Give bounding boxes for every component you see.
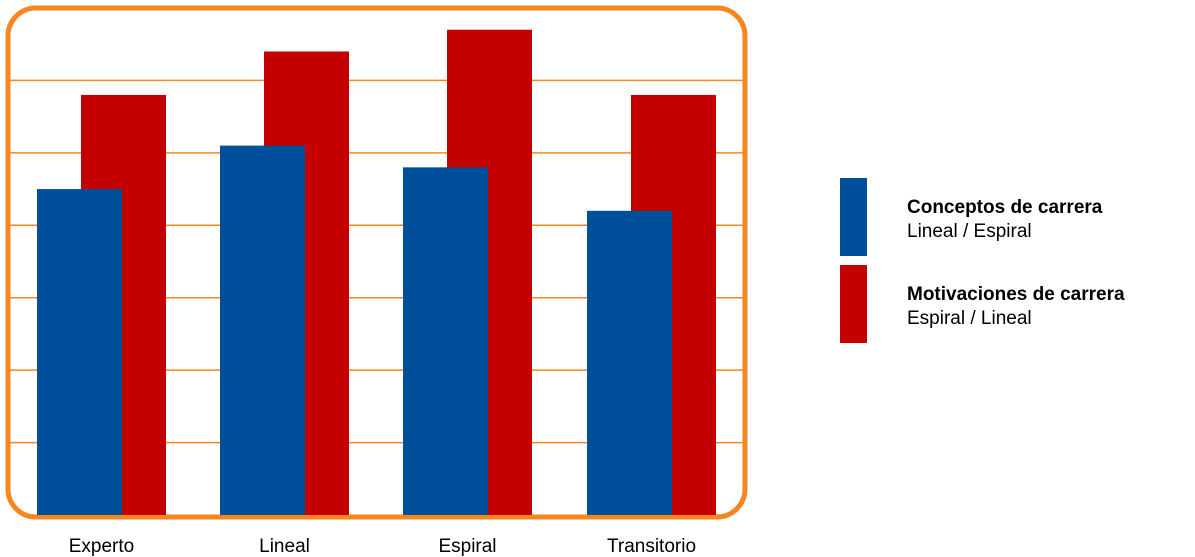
legend-swatch-series-2	[840, 265, 867, 343]
legend-text-series-1: Conceptos de carrera Lineal / Espiral	[907, 196, 1102, 244]
category-label-espiral: Espiral	[438, 536, 496, 557]
category-label-transitorio: Transitorio	[607, 536, 696, 557]
bar-series-1-espiral	[403, 167, 488, 516]
bar-chart: Experto Lineal Espiral Transitorio	[5, 5, 748, 557]
legend-subtitle-series-2: Espiral / Lineal	[907, 308, 1032, 329]
legend-item-series-2: Motivaciones de carrera Espiral / Lineal	[840, 265, 1190, 343]
bar-series-1-transitorio	[587, 210, 672, 516]
legend-swatch-series-1	[840, 178, 867, 256]
legend-text-series-2: Motivaciones de carrera Espiral / Lineal	[907, 283, 1125, 331]
category-label-lineal: Lineal	[259, 536, 310, 557]
bar-series-1-lineal	[220, 145, 305, 515]
bar-series-1-experto	[37, 189, 122, 516]
legend: Conceptos de carrera Lineal / Espiral Mo…	[840, 178, 1190, 352]
bars	[37, 29, 716, 516]
chart-frame	[5, 5, 748, 520]
legend-title-series-2: Motivaciones de carrera	[907, 284, 1125, 305]
legend-title-series-1: Conceptos de carrera	[907, 197, 1103, 218]
legend-subtitle-series-1: Lineal / Espiral	[907, 221, 1032, 242]
category-label-experto: Experto	[69, 536, 134, 557]
category-labels: Experto Lineal Espiral Transitorio	[69, 536, 696, 557]
legend-item-series-1: Conceptos de carrera Lineal / Espiral	[840, 178, 1190, 256]
